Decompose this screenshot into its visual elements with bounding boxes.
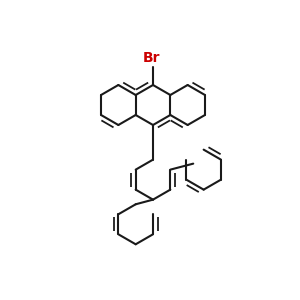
Text: Br: Br <box>143 51 161 65</box>
